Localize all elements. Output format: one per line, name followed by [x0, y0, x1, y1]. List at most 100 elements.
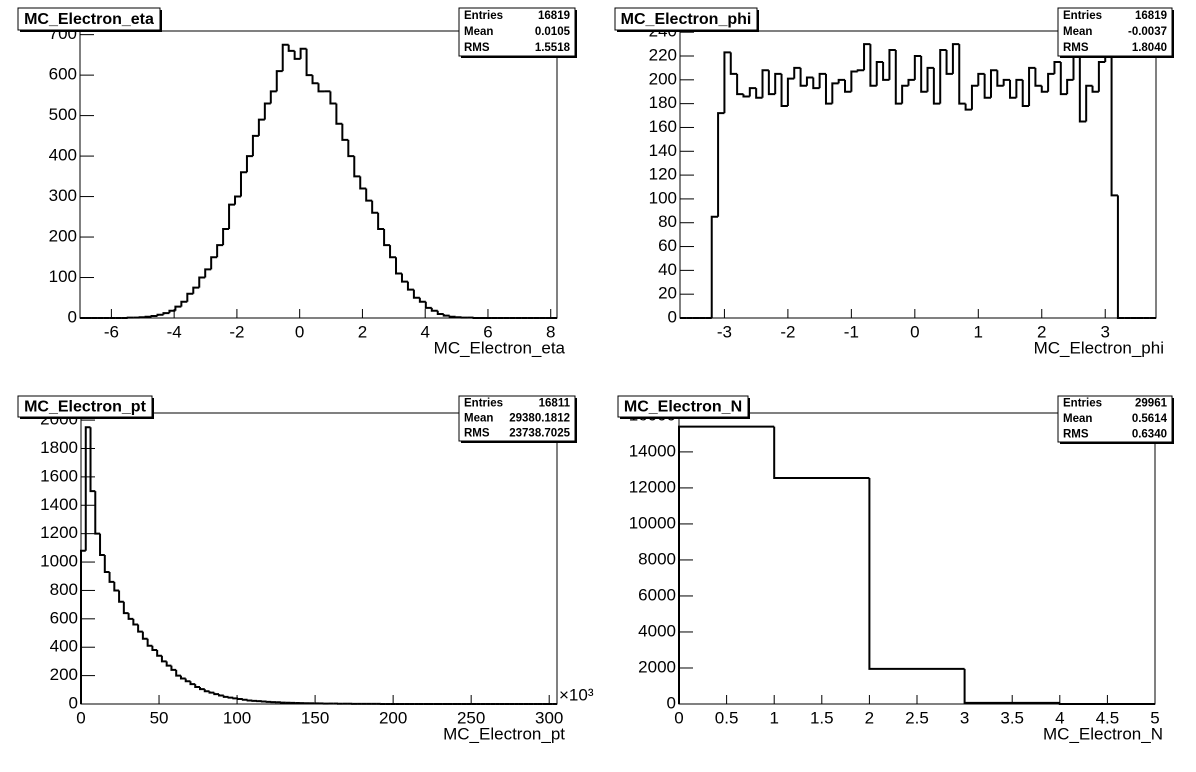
histogram-bin — [736, 73, 744, 96]
stats-label: RMS — [464, 428, 490, 440]
histogram-bin — [194, 684, 200, 688]
histogram-bin — [729, 52, 738, 75]
histogram-bin — [94, 491, 101, 535]
x-tick-label: 3.5 — [1000, 708, 1024, 727]
x-tick-label: 300 — [535, 708, 563, 727]
histogram-bin — [103, 554, 110, 573]
histogram-bin — [151, 645, 158, 652]
histogram-bin — [204, 268, 212, 278]
histogram-bin — [755, 88, 763, 99]
stats-value: 16819 — [1135, 10, 1167, 22]
histogram-bin — [371, 200, 379, 214]
histogram-bin — [983, 73, 991, 99]
histogram-bin — [184, 678, 191, 683]
histogram-bin — [216, 244, 224, 258]
histogram-bin — [341, 123, 349, 141]
stats-value: 29380.1812 — [509, 413, 570, 425]
histogram-bin — [1059, 61, 1068, 96]
y-tick-label: 220 — [649, 45, 677, 64]
histogram-bin — [824, 73, 833, 105]
y-tick-label: 100 — [49, 267, 77, 286]
stats-value: 0.5614 — [1132, 413, 1168, 425]
histogram-bin — [269, 90, 277, 104]
histogram-bin — [894, 50, 903, 105]
histogram-bin — [389, 245, 397, 259]
histogram-bin — [246, 699, 253, 702]
stats-value: 1.8040 — [1132, 42, 1167, 54]
histogram-bin — [162, 312, 170, 315]
stats-value: -0.0037 — [1128, 26, 1167, 38]
histogram-bin — [442, 313, 450, 317]
y-tick-label: 1200 — [40, 523, 78, 542]
histogram-bin — [1047, 72, 1055, 92]
histogram-bin — [844, 79, 852, 93]
plot-frame — [678, 412, 1156, 705]
x-tick-label: 50 — [150, 708, 169, 727]
x-tick-label: 4 — [1055, 708, 1064, 727]
histogram-bin — [717, 112, 725, 217]
histogram-bin — [275, 70, 283, 92]
histogram-bin — [748, 87, 757, 97]
histogram-bin — [160, 655, 167, 663]
plot-frame — [79, 30, 558, 319]
stats-value: 29961 — [1135, 398, 1168, 410]
histogram-bin — [1078, 56, 1087, 123]
stats-label: Mean — [1063, 413, 1092, 425]
histogram-bin — [329, 91, 337, 105]
histogram-bin — [335, 103, 343, 125]
x-tick-label: 1 — [974, 322, 983, 341]
stats-label: RMS — [464, 42, 490, 54]
histogram-bin — [192, 286, 200, 294]
histogram-bin — [774, 72, 782, 95]
y-tick-label: 40 — [658, 260, 677, 279]
histogram-bin — [1021, 79, 1030, 108]
histogram-bin — [869, 44, 877, 87]
x-tick-label: 100 — [223, 708, 251, 727]
histogram-bin — [1097, 60, 1106, 92]
histogram-bin — [263, 102, 271, 120]
x-tick-label: 3 — [1100, 322, 1109, 341]
x-tick-label: 0 — [674, 708, 683, 727]
histogram-bin — [210, 256, 218, 270]
x-tick-label: 3 — [960, 708, 969, 727]
stats-box — [1057, 395, 1173, 443]
y-tick-label: 4000 — [638, 621, 676, 640]
y-tick-label: 120 — [649, 165, 677, 184]
histogram-bin — [251, 134, 259, 157]
stats-label: Entries — [1063, 398, 1102, 410]
x-axis-label: MC_Electron_pt — [443, 724, 565, 743]
histogram-bin — [939, 49, 947, 104]
x-tick-label: 2.5 — [905, 708, 929, 727]
stats-value: 0.0105 — [535, 26, 571, 38]
histogram-bin — [831, 82, 839, 104]
y-tick-label: 300 — [49, 186, 77, 205]
x-tick-label: 6 — [483, 322, 492, 341]
histogram-bin — [383, 228, 391, 247]
pad: -3 -2 -1 0 1 2 3 0 20 40 60 80 100 120 140 160 180 200 220… — [614, 7, 1174, 357]
title-box — [17, 395, 153, 418]
chart-title: MC_Electron_pt — [24, 399, 146, 416]
histogram-bin — [305, 48, 313, 77]
x-tick-label: 8 — [546, 322, 555, 341]
histogram-bin — [156, 650, 162, 657]
x-tick-label: 0 — [76, 708, 85, 727]
histogram-bin — [932, 67, 941, 105]
x-tick-label: 150 — [301, 708, 329, 727]
y-tick-label: 800 — [50, 580, 78, 599]
histogram-bin — [1085, 84, 1093, 122]
histogram-bin — [920, 56, 928, 93]
plot-frame — [80, 412, 558, 705]
x-tick-label: -4 — [167, 322, 182, 341]
stats-box — [458, 7, 576, 57]
histogram-bin — [186, 292, 194, 302]
stats-value: 23738.7025 — [509, 428, 570, 440]
histogram-bin — [141, 631, 148, 640]
histogram-bin — [311, 75, 319, 85]
stats-value: 0.6340 — [1132, 428, 1167, 440]
y-tick-label: 0 — [69, 693, 78, 712]
stats-label: RMS — [1063, 428, 1089, 440]
histogram-bin — [837, 78, 846, 84]
histogram-bin — [913, 55, 922, 80]
x-tick-label: 250 — [457, 708, 485, 727]
